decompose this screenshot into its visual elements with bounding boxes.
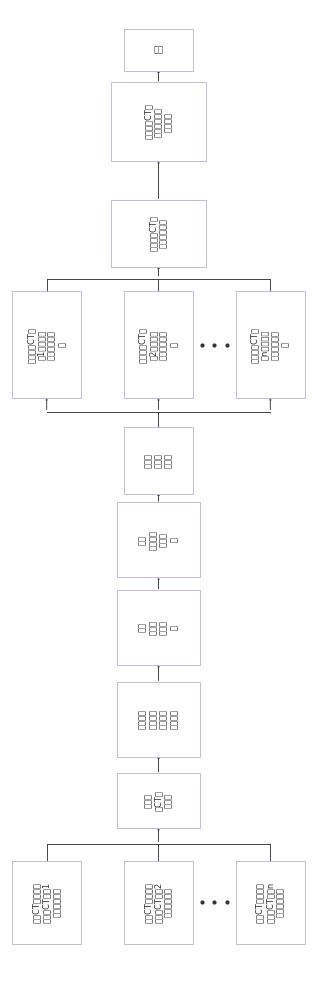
FancyBboxPatch shape (124, 29, 193, 71)
FancyBboxPatch shape (236, 861, 305, 944)
FancyBboxPatch shape (118, 590, 199, 665)
FancyBboxPatch shape (124, 291, 193, 398)
Text: 对实测参
数与格准
参数进行
对比校验: 对实测参 数与格准 参数进行 对比校验 (139, 709, 178, 729)
FancyBboxPatch shape (111, 82, 206, 161)
Text: 获得实
测CT相
关参数: 获得实 测CT相 关参数 (144, 790, 173, 811)
Text: 计算
校核用
短路电
流: 计算 校核用 短路电 流 (139, 620, 178, 635)
Text: 对差动用CT线
组2进行二次
极限电动势校
核: 对差动用CT线 组2进行二次 极限电动势校 核 (139, 327, 178, 363)
Text: 结束: 结束 (153, 45, 164, 54)
FancyBboxPatch shape (118, 682, 199, 757)
Text: 利用CT测试仪对
差动用CT线组1
参数进行测试: 利用CT测试仪对 差动用CT线组1 参数进行测试 (32, 882, 61, 923)
Text: 利用CT测试仪对
差动用CT线组2
参数进行测试: 利用CT测试仪对 差动用CT线组2 参数进行测试 (144, 882, 173, 923)
Text: 利用CT测试仪对
差动用CT线组n
参数进行测试: 利用CT测试仪对 差动用CT线组n 参数进行测试 (256, 882, 285, 923)
FancyBboxPatch shape (236, 291, 305, 398)
Text: 计算
校核用非
常态电
流: 计算 校核用非 常态电 流 (139, 530, 178, 550)
FancyBboxPatch shape (111, 200, 206, 267)
FancyBboxPatch shape (12, 291, 81, 398)
FancyBboxPatch shape (118, 502, 199, 577)
Text: 对差动用CT线
组n进行二次
极限电动势校
核: 对差动用CT线 组n进行二次 极限电动势校 核 (250, 327, 290, 363)
FancyBboxPatch shape (118, 773, 199, 828)
FancyBboxPatch shape (12, 861, 81, 944)
Text: 校验所在CT线
组的暂态饱和
时间差别: 校验所在CT线 组的暂态饱和 时间差别 (144, 104, 173, 139)
FancyBboxPatch shape (124, 861, 193, 944)
Text: 对差动用CT线
组1进行二次
极限电动势校
核: 对差动用CT线 组1进行二次 极限电动势校 核 (27, 327, 67, 363)
FancyBboxPatch shape (124, 427, 193, 494)
Text: 校验所有CT线
组的稳态电流: 校验所有CT线 组的稳态电流 (149, 215, 168, 251)
Text: 选取校
核用工
作循环: 选取校 核用工 作循环 (144, 453, 173, 468)
